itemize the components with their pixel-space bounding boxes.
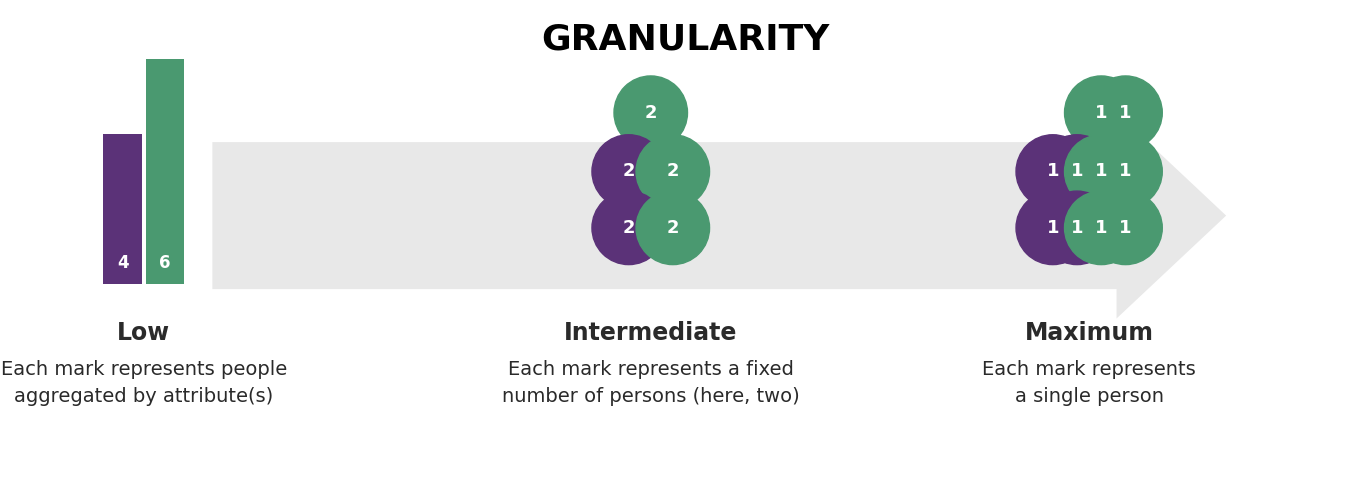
Text: GRANULARITY: GRANULARITY — [541, 22, 829, 56]
Text: 2: 2 — [667, 219, 680, 237]
FancyBboxPatch shape — [104, 134, 141, 284]
Text: 1: 1 — [1071, 163, 1084, 180]
Ellipse shape — [1017, 135, 1089, 208]
Text: 1: 1 — [1095, 219, 1107, 237]
Text: 1: 1 — [1119, 163, 1132, 180]
Text: Each mark represents
a single person: Each mark represents a single person — [982, 360, 1196, 406]
Text: 1: 1 — [1071, 219, 1084, 237]
Text: 4: 4 — [116, 254, 129, 272]
Ellipse shape — [614, 76, 688, 149]
Text: 1: 1 — [1095, 104, 1107, 122]
FancyBboxPatch shape — [145, 59, 184, 284]
Ellipse shape — [1040, 135, 1114, 208]
Text: Each mark represents a fixed
number of persons (here, two): Each mark represents a fixed number of p… — [501, 360, 800, 406]
Text: 1: 1 — [1119, 104, 1132, 122]
Text: 2: 2 — [622, 163, 634, 180]
Text: Each mark represents people
aggregated by attribute(s): Each mark represents people aggregated b… — [1, 360, 286, 406]
Text: 2: 2 — [667, 163, 680, 180]
Text: 2: 2 — [622, 219, 634, 237]
Ellipse shape — [1089, 191, 1162, 265]
Ellipse shape — [1089, 76, 1162, 149]
Text: 1: 1 — [1095, 163, 1107, 180]
Text: Low: Low — [118, 321, 170, 345]
Ellipse shape — [1040, 191, 1114, 265]
Ellipse shape — [1064, 191, 1138, 265]
Text: Maximum: Maximum — [1025, 321, 1154, 345]
Polygon shape — [212, 113, 1226, 318]
Ellipse shape — [592, 135, 666, 208]
Ellipse shape — [1064, 76, 1138, 149]
Ellipse shape — [1089, 135, 1162, 208]
Text: 6: 6 — [159, 254, 171, 272]
Ellipse shape — [1017, 191, 1089, 265]
Text: 2: 2 — [644, 104, 658, 122]
Ellipse shape — [636, 135, 710, 208]
Ellipse shape — [636, 191, 710, 265]
Text: 1: 1 — [1047, 163, 1059, 180]
Ellipse shape — [592, 191, 666, 265]
Ellipse shape — [1064, 135, 1138, 208]
Text: 1: 1 — [1047, 219, 1059, 237]
Text: Intermediate: Intermediate — [564, 321, 737, 345]
Text: 1: 1 — [1119, 219, 1132, 237]
